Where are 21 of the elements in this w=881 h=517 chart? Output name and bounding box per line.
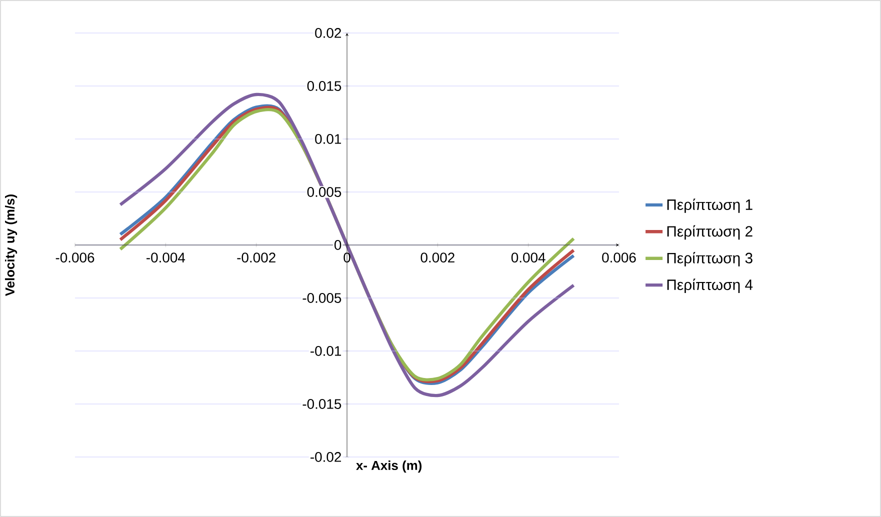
y-tick-label: -0.015	[302, 399, 342, 409]
x-tick-label: 0	[344, 252, 350, 263]
y-tick-label: 0.02	[315, 28, 341, 38]
y-tick-label: -0.01	[310, 346, 342, 356]
legend-label: Περίπτωση 4	[667, 278, 753, 294]
x-tick-label: 0.002	[420, 252, 454, 263]
legend-label: Περίπτωση 2	[667, 225, 752, 240]
y-tick-label: -0.02	[310, 452, 341, 462]
y-tick-label: 0	[334, 240, 342, 250]
x-tick-label: -0.002	[237, 252, 276, 263]
x-tick-label: -0.004	[146, 252, 186, 263]
y-tick-label: -0.005	[302, 293, 342, 303]
x-tick-label: 0.006	[602, 252, 636, 263]
y-axis-title: Velocity uy (m/s)	[4, 194, 18, 296]
legend-label: Περίπτωση 3	[667, 252, 752, 266]
x-axis-title: x- Axis (m)	[356, 460, 422, 473]
x-tick-label: 0.004	[511, 252, 546, 263]
y-tick-label: 0.015	[307, 81, 342, 91]
y-tick-label: 0.01	[315, 134, 342, 144]
legend-label: Περίπτωση 1	[667, 198, 752, 213]
x-tick-label: -0.006	[56, 252, 94, 263]
